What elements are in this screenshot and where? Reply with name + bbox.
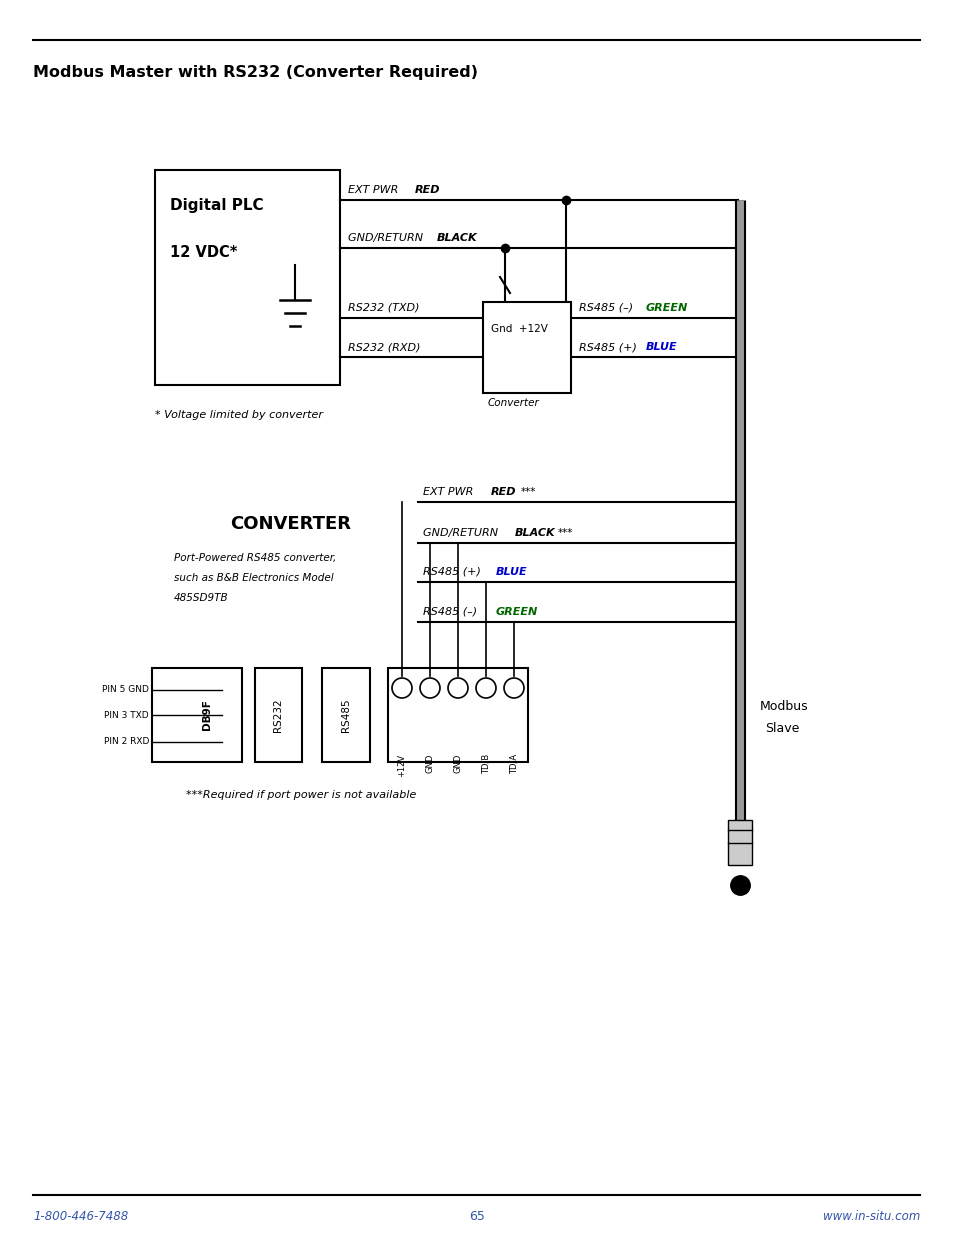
Text: EXT PWR: EXT PWR <box>348 185 401 195</box>
Text: Slave: Slave <box>764 722 799 735</box>
Text: EXT PWR: EXT PWR <box>422 487 476 496</box>
Text: 1-800-446-7488: 1-800-446-7488 <box>33 1210 128 1223</box>
Text: PIN 2 RXD: PIN 2 RXD <box>104 737 149 746</box>
Bar <box>727 820 751 864</box>
Text: +12V: +12V <box>397 755 406 777</box>
Text: GND: GND <box>453 755 462 773</box>
Text: TD/A: TD/A <box>509 755 518 774</box>
Text: DB9F: DB9F <box>202 699 212 730</box>
Text: RS232 (TXD): RS232 (TXD) <box>348 303 419 312</box>
Text: PIN 5 GND: PIN 5 GND <box>102 685 149 694</box>
Text: Port-Powered RS485 converter,: Port-Powered RS485 converter, <box>173 553 335 563</box>
Text: 12 VDC*: 12 VDC* <box>170 245 237 261</box>
Text: BLUE: BLUE <box>496 567 527 577</box>
Text: ***: *** <box>520 487 536 496</box>
Text: PIN 3 TXD: PIN 3 TXD <box>104 710 149 720</box>
Text: BLUE: BLUE <box>645 342 677 352</box>
Text: GREEN: GREEN <box>645 303 687 312</box>
Text: Modbus: Modbus <box>760 700 808 713</box>
Text: Modbus Master with RS232 (Converter Required): Modbus Master with RS232 (Converter Requ… <box>33 65 477 80</box>
Text: RS232 (RXD): RS232 (RXD) <box>348 342 420 352</box>
Text: BLACK: BLACK <box>436 233 477 243</box>
Text: RS485 (+): RS485 (+) <box>422 567 484 577</box>
Text: Gnd  +12V: Gnd +12V <box>491 324 547 333</box>
Text: 485SD9TB: 485SD9TB <box>173 593 229 603</box>
Text: 65: 65 <box>469 1210 484 1223</box>
Text: Converter: Converter <box>488 398 539 408</box>
Text: www.in-situ.com: www.in-situ.com <box>821 1210 919 1223</box>
Text: * Voltage limited by converter: * Voltage limited by converter <box>154 410 323 420</box>
Text: Digital PLC: Digital PLC <box>170 198 263 212</box>
Text: GREEN: GREEN <box>496 606 537 618</box>
Text: GND/RETURN: GND/RETURN <box>422 529 501 538</box>
Text: GND: GND <box>425 755 434 773</box>
Text: ***Required if port power is not available: ***Required if port power is not availab… <box>186 790 416 800</box>
Text: RS485 (–): RS485 (–) <box>422 606 480 618</box>
Text: RS485 (–): RS485 (–) <box>578 303 636 312</box>
Bar <box>322 668 370 762</box>
Text: RED: RED <box>415 185 440 195</box>
Bar <box>152 668 242 762</box>
Text: GND/RETURN: GND/RETURN <box>348 233 426 243</box>
Text: TD/B: TD/B <box>481 755 490 774</box>
Text: RED: RED <box>491 487 516 496</box>
Text: CONVERTER: CONVERTER <box>230 515 351 534</box>
Bar <box>482 303 571 393</box>
Text: such as B&B Electronics Model: such as B&B Electronics Model <box>173 573 334 583</box>
Bar <box>254 668 302 762</box>
Text: BLACK: BLACK <box>515 529 555 538</box>
Bar <box>388 668 527 762</box>
Text: RS485 (+): RS485 (+) <box>578 342 639 352</box>
Text: RS485: RS485 <box>340 698 351 732</box>
Text: RS232: RS232 <box>274 698 283 732</box>
Text: ***: *** <box>558 529 573 538</box>
Bar <box>154 170 339 385</box>
